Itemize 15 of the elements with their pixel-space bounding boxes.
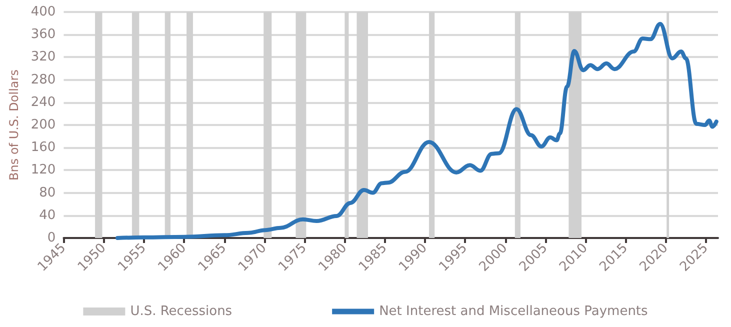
- y-tick-label: 160: [30, 140, 56, 156]
- y-tick-label: 80: [39, 185, 56, 200]
- y-tick-label: 200: [30, 118, 56, 132]
- y-tick-label: 400: [30, 4, 56, 20]
- y-tick-label: 280: [30, 72, 56, 88]
- legend-label: U.S. Recessions: [130, 304, 232, 319]
- y-tick-label: 120: [30, 162, 56, 178]
- y-tick-label: 240: [30, 94, 56, 110]
- y-axis-title: Bns of U.S. Dollars: [7, 70, 21, 180]
- y-tick-label: 40: [39, 208, 56, 223]
- y-tick-label: 320: [30, 50, 56, 65]
- y-tick-label: 0: [47, 230, 56, 246]
- line-series: [116, 22, 718, 240]
- legend-label: Net Interest and Miscellaneous Payments: [379, 304, 648, 319]
- y-tick-label: 360: [30, 27, 56, 42]
